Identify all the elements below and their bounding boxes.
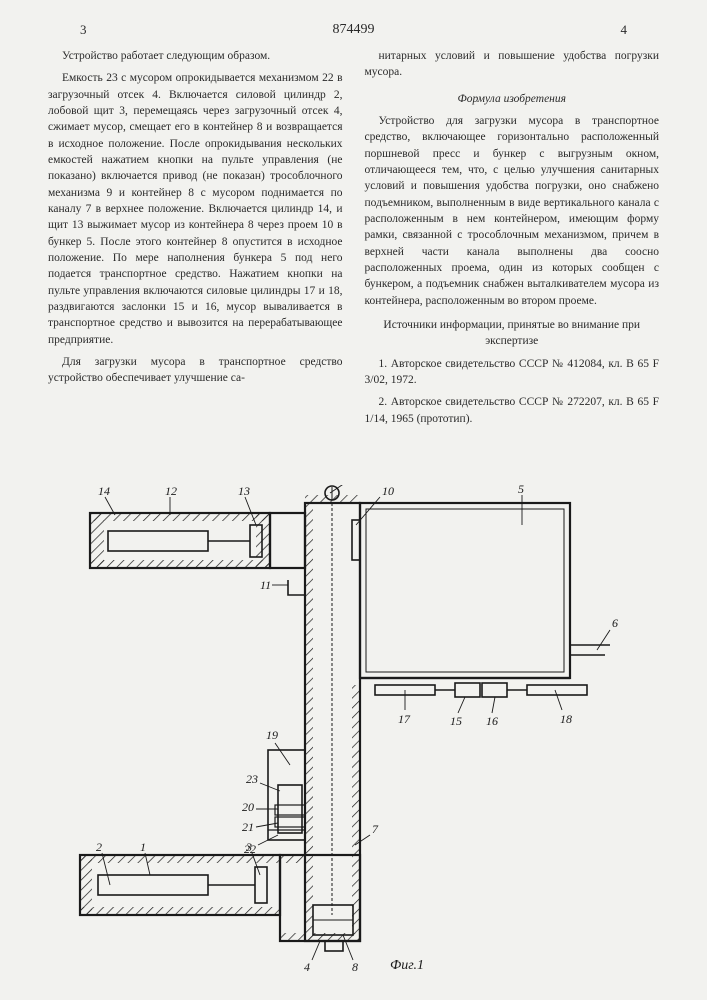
callout-2: 2 — [96, 840, 102, 854]
callout-7: 7 — [372, 822, 379, 836]
page-number-right: 4 — [621, 22, 628, 38]
callout-15: 15 — [450, 714, 462, 728]
callout-21: 21 — [242, 820, 254, 834]
callout-19: 19 — [266, 728, 278, 742]
doc-number: 874499 — [333, 22, 375, 38]
callout-9: 9 — [348, 485, 354, 488]
callout-4: 4 — [304, 960, 310, 974]
callout-1: 1 — [140, 840, 146, 854]
callout-10: 10 — [382, 485, 394, 498]
para: Устройство для загрузки мусора в транспо… — [365, 113, 660, 309]
right-column: нитарных условий и повышение удобства по… — [365, 48, 660, 433]
callout-16: 16 — [486, 714, 498, 728]
callout-17: 17 — [398, 712, 411, 726]
callout-18: 18 — [560, 712, 572, 726]
technical-diagram: 14 12 13 9 10 5 6 11 17 15 16 18 19 23 2… — [50, 485, 660, 975]
callout-23: 23 — [246, 772, 258, 786]
callout-20: 20 — [242, 800, 254, 814]
formula-title: Формула изобретения — [365, 91, 660, 107]
text-columns: Устройство работает следующим образом. Е… — [48, 48, 659, 433]
figure-label: Фиг.1 — [390, 958, 424, 973]
sources-title: Источники информации, принятые во вниман… — [365, 317, 660, 350]
callout-14: 14 — [98, 485, 110, 498]
page-number-left: 3 — [80, 22, 87, 38]
callout-8: 8 — [352, 960, 358, 974]
callout-11: 11 — [260, 578, 271, 592]
left-column: Устройство работает следующим образом. Е… — [48, 48, 343, 433]
source-item: 1. Авторское свидетельство СССР № 412084… — [365, 356, 660, 389]
callout-3: 3 — [245, 840, 252, 854]
para: Устройство работает следующим образом. — [48, 48, 343, 64]
source-item: 2. Авторское свидетельство СССР № 272207… — [365, 394, 660, 427]
callout-13: 13 — [238, 485, 250, 498]
callout-5: 5 — [518, 485, 524, 496]
callout-12: 12 — [165, 485, 177, 498]
callout-6: 6 — [612, 616, 618, 630]
para: Емкость 23 с мусором опрокидывается меха… — [48, 70, 343, 348]
para: Для загрузки мусора в транспортное средс… — [48, 354, 343, 387]
para: нитарных условий и повышение удобства по… — [365, 48, 660, 81]
